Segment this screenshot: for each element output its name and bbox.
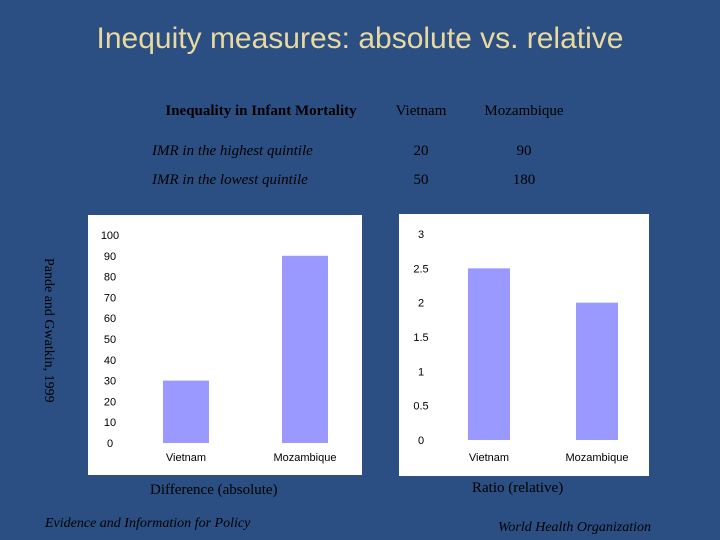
y-tick-label: 60 (104, 313, 116, 325)
table-cell: 50 (374, 166, 468, 195)
y-tick-label: 20 (104, 396, 116, 408)
y-tick-label: 80 (104, 272, 116, 284)
y-tick-label: 100 (101, 230, 119, 242)
y-tick-label: 10 (104, 417, 116, 429)
source-citation: Pande and Gwatkin, 1999 (40, 258, 56, 403)
absolute-difference-chart: 0 10 20 30 40 50 60 70 80 90 100 Vietnam Mozambique (88, 215, 362, 475)
table-header-row: Inequality in Infant Mortality Vietnam M… (148, 85, 580, 137)
table-cell: 180 (468, 166, 580, 195)
bar-mozambique (282, 256, 328, 443)
slide-title: Inequity measures: absolute vs. relative (0, 22, 720, 56)
relative-ratio-chart: 0 0.5 1 1.5 2 2.5 3 Vietnam Mozambique (399, 214, 649, 476)
table-header-vietnam: Vietnam (374, 85, 468, 137)
y-tick-label: 1.5 (413, 332, 428, 344)
y-tick-label: 70 (104, 292, 116, 304)
y-tick-label: 0 (107, 438, 113, 450)
table-cell: 20 (374, 137, 468, 166)
bar-vietnam (468, 268, 510, 440)
relative-ratio-svg: 0 0.5 1 1.5 2 2.5 3 Vietnam Mozambique (399, 214, 649, 476)
absolute-difference-svg: 0 10 20 30 40 50 60 70 80 90 100 Vietnam Mozambique (88, 215, 362, 475)
bar-vietnam (163, 381, 209, 443)
y-tick-label: 2 (418, 298, 424, 310)
y-tick-label: 3 (418, 229, 424, 241)
x-tick-label: Vietnam (166, 452, 206, 464)
table-row-label: IMR in the highest quintile (148, 137, 374, 166)
table-row: IMR in the lowest quintile 50 180 (148, 166, 580, 195)
y-tick-label: 30 (104, 376, 116, 388)
imr-table: Inequality in Infant Mortality Vietnam M… (148, 85, 580, 195)
y-tick-label: 50 (104, 334, 116, 346)
table-header-mozambique: Mozambique (468, 85, 580, 137)
y-tick-label: 40 (104, 355, 116, 367)
footer-right-text: World Health Organization (498, 520, 651, 536)
y-tick-label: 0.5 (413, 401, 428, 413)
y-tick-label: 1 (418, 366, 424, 378)
absolute-chart-caption: Difference (absolute) (150, 482, 278, 499)
bar-mozambique (576, 303, 618, 440)
table-row: IMR in the highest quintile 20 90 (148, 137, 580, 166)
y-tick-label: 90 (104, 251, 116, 263)
x-tick-label: Mozambique (566, 452, 629, 464)
table-header-label: Inequality in Infant Mortality (148, 85, 374, 137)
x-tick-label: Mozambique (274, 452, 337, 464)
table-cell: 90 (468, 137, 580, 166)
table-row-label: IMR in the lowest quintile (148, 166, 374, 195)
x-tick-label: Vietnam (469, 452, 509, 464)
y-tick-label: 2.5 (413, 263, 428, 275)
relative-chart-caption: Ratio (relative) (472, 480, 563, 497)
footer-left-text: Evidence and Information for Policy (45, 516, 250, 532)
y-tick-label: 0 (418, 435, 424, 447)
